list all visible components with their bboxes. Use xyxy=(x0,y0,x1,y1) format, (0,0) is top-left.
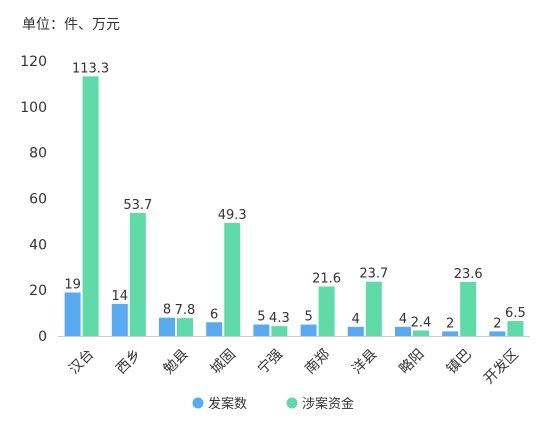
bar-case-count[interactable] xyxy=(253,324,270,336)
legend-item-funds[interactable]: 涉案资金 xyxy=(286,396,355,412)
data-label-case-count: 4 xyxy=(399,312,407,327)
x-tick-label: 宁强 xyxy=(254,346,286,378)
legend-label: 发案数 xyxy=(208,396,247,412)
bar-case-count[interactable] xyxy=(442,331,459,336)
x-tick-label: 勉县 xyxy=(160,346,191,377)
y-tick-label: 80 xyxy=(29,146,47,162)
bar-funds[interactable] xyxy=(413,330,429,337)
data-label-case-count: 6 xyxy=(210,307,218,322)
bar-case-count[interactable] xyxy=(111,303,128,336)
bar-funds[interactable] xyxy=(460,281,477,336)
data-label-case-count: 5 xyxy=(257,310,265,325)
y-tick-label: 20 xyxy=(29,283,47,299)
y-tick-label: 40 xyxy=(29,237,47,253)
data-label-case-count: 5 xyxy=(304,310,312,325)
data-label-funds: 23.6 xyxy=(454,267,483,282)
bar-case-count[interactable] xyxy=(64,292,81,336)
data-label-case-count: 2 xyxy=(446,316,454,331)
data-label-funds: 2.4 xyxy=(411,316,432,331)
y-tick-label: 100 xyxy=(20,100,47,116)
bar-funds[interactable] xyxy=(507,321,524,336)
x-tick-label: 镇巴 xyxy=(444,346,475,377)
axis-layer: 0 20 40 60 80 100 120 汉台 西乡 勉县 城固 宁强 南郑 洋县 略阳 镇巴 开发区 xyxy=(20,54,530,387)
bar-layer xyxy=(64,76,524,337)
data-label-case-count: 2 xyxy=(493,316,501,331)
data-label-funds: 53.7 xyxy=(123,198,152,213)
legend[interactable]: 发案数 涉案资金 xyxy=(192,396,355,412)
y-tick-label: 60 xyxy=(29,192,47,208)
data-label-funds: 49.3 xyxy=(218,208,247,223)
bar-funds[interactable] xyxy=(271,326,288,336)
legend-label: 涉案资金 xyxy=(302,396,354,412)
data-label-funds: 4.3 xyxy=(269,311,290,326)
bar-funds[interactable] xyxy=(224,223,241,336)
bar-case-count[interactable] xyxy=(347,326,364,336)
x-tick-label: 城固 xyxy=(208,346,239,377)
x-tick-label: 汉台 xyxy=(66,346,97,377)
bar-funds[interactable] xyxy=(82,76,99,337)
y-tick-label: 120 xyxy=(20,54,47,70)
data-label-case-count: 4 xyxy=(352,312,360,327)
x-tick-label: 略阳 xyxy=(396,346,427,377)
label-layer: 19 113.3 14 53.7 8 7.8 6 49.3 5 4.3 5 21.6 4 23.7 4 2.4… xyxy=(64,61,525,331)
bar-case-count[interactable] xyxy=(206,322,223,336)
bar-funds[interactable] xyxy=(365,281,382,336)
data-label-funds: 7.8 xyxy=(175,303,196,318)
legend-marker xyxy=(192,397,204,409)
bar-case-count[interactable] xyxy=(395,326,411,336)
data-label-funds: 113.3 xyxy=(72,61,109,76)
data-label-case-count: 8 xyxy=(163,303,171,318)
data-label-case-count: 19 xyxy=(64,277,81,292)
data-label-funds: 21.6 xyxy=(312,272,341,287)
data-label-funds: 6.5 xyxy=(505,306,526,321)
bar-case-count[interactable] xyxy=(300,324,317,336)
data-label-funds: 23.7 xyxy=(359,267,388,282)
legend-item-case-count[interactable]: 发案数 xyxy=(192,396,248,412)
y-tick-label: 0 xyxy=(38,329,47,345)
bar-case-count[interactable] xyxy=(489,331,506,336)
x-tick-label: 洋县 xyxy=(349,346,380,377)
x-tick-label: 开发区 xyxy=(481,346,522,387)
x-tick-label: 西乡 xyxy=(113,346,144,377)
unit-label: 单位：件、万元 xyxy=(22,17,120,33)
x-tick-label: 南郑 xyxy=(302,346,333,377)
legend-marker xyxy=(286,397,298,409)
bar-case-count[interactable] xyxy=(159,317,175,336)
bar-funds[interactable] xyxy=(318,286,335,337)
data-label-case-count: 14 xyxy=(112,289,129,304)
bar-funds[interactable] xyxy=(177,318,193,336)
bar-funds[interactable] xyxy=(129,212,146,336)
